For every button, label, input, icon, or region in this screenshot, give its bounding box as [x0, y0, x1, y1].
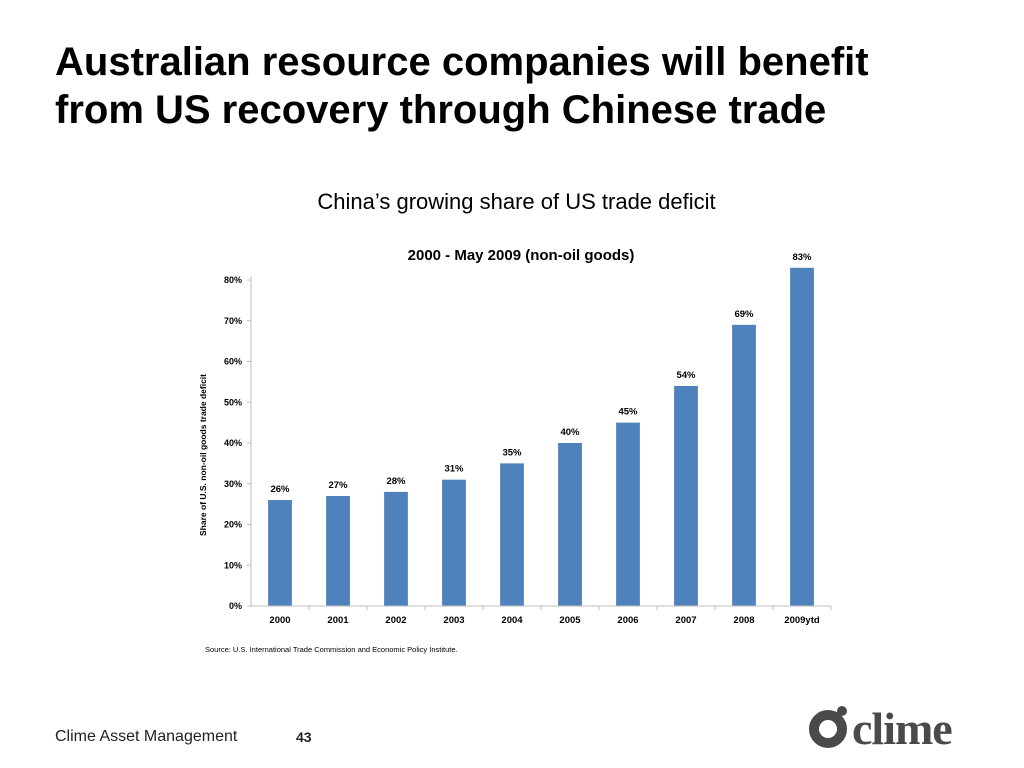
x-tick-label: 2005	[559, 615, 581, 626]
x-tick-label: 2008	[733, 615, 754, 626]
y-tick-label: 20%	[224, 520, 242, 530]
y-axis: 0% 10% 20% 30% 40% 50% 60% 70% 80%	[224, 275, 252, 611]
chart-title: 2000 - May 2009 (non-oil goods)	[408, 247, 635, 264]
bar-series: 26% 27% 28% 31% 35% 40% 45% 54% 69% 83%	[268, 252, 814, 606]
logo-wordmark: clime	[852, 703, 953, 754]
x-tick-label: 2002	[385, 615, 406, 626]
bar	[268, 500, 292, 606]
x-tick-label: 2007	[675, 615, 696, 626]
bar	[384, 491, 408, 606]
clime-logo: clime	[808, 700, 1008, 755]
chart-source-note: Source: U.S. International Trade Commiss…	[205, 645, 458, 654]
bar-data-label: 35%	[502, 447, 522, 458]
bar-data-label: 40%	[560, 427, 580, 438]
y-tick-label: 0%	[229, 601, 242, 611]
y-axis-label: Share of U.S. non-oil goods trade defici…	[198, 374, 208, 536]
chart-figure: 2000 - May 2009 (non-oil goods) Share of…	[195, 240, 840, 660]
bar	[442, 479, 466, 606]
bar-data-label: 54%	[676, 370, 696, 381]
footer-company-name: Clime Asset Management	[55, 728, 238, 745]
y-tick-label: 50%	[224, 397, 242, 407]
bar	[558, 443, 582, 606]
x-tick-label: 2006	[617, 615, 638, 626]
bar-data-label: 28%	[386, 476, 406, 487]
slide-title-line-2: from US recovery through Chinese trade	[55, 88, 827, 132]
x-tick-label: 2009ytd	[784, 615, 820, 626]
bar	[732, 324, 756, 606]
y-tick-label: 10%	[224, 560, 242, 570]
logo-mark-icon	[809, 706, 847, 748]
bar-data-label: 27%	[328, 480, 348, 491]
bar	[790, 267, 814, 606]
bar-data-label: 45%	[618, 407, 638, 418]
y-tick-label: 80%	[224, 275, 242, 285]
bar-data-label: 69%	[734, 309, 754, 320]
y-tick-label: 60%	[224, 357, 242, 367]
y-tick-label: 70%	[224, 316, 242, 326]
slide-title-line-1: Australian resource companies will benef…	[55, 40, 869, 84]
bar	[326, 495, 350, 606]
x-tick-label: 2000	[269, 615, 290, 626]
bar-data-label: 26%	[270, 484, 290, 495]
bar-chart: 2000 - May 2009 (non-oil goods) Share of…	[198, 247, 832, 654]
y-tick-label: 40%	[224, 438, 242, 448]
bar	[674, 385, 698, 606]
bar	[616, 422, 640, 606]
x-axis: 2000 2001 2002 2003 2004 2005 2006 2007 2008 2009…	[251, 605, 832, 626]
slide-title: Australian resource companies will benef…	[55, 38, 1005, 134]
y-tick-label: 30%	[224, 479, 242, 489]
bar	[500, 463, 524, 606]
x-tick-label: 2004	[501, 615, 523, 626]
chart-heading: China’s growing share of US trade defici…	[317, 189, 716, 214]
page-number: 43	[296, 729, 312, 745]
bar-data-label: 83%	[792, 252, 812, 263]
x-tick-label: 2001	[327, 615, 349, 626]
bar-data-label: 31%	[444, 464, 464, 475]
x-tick-label: 2003	[443, 615, 464, 626]
